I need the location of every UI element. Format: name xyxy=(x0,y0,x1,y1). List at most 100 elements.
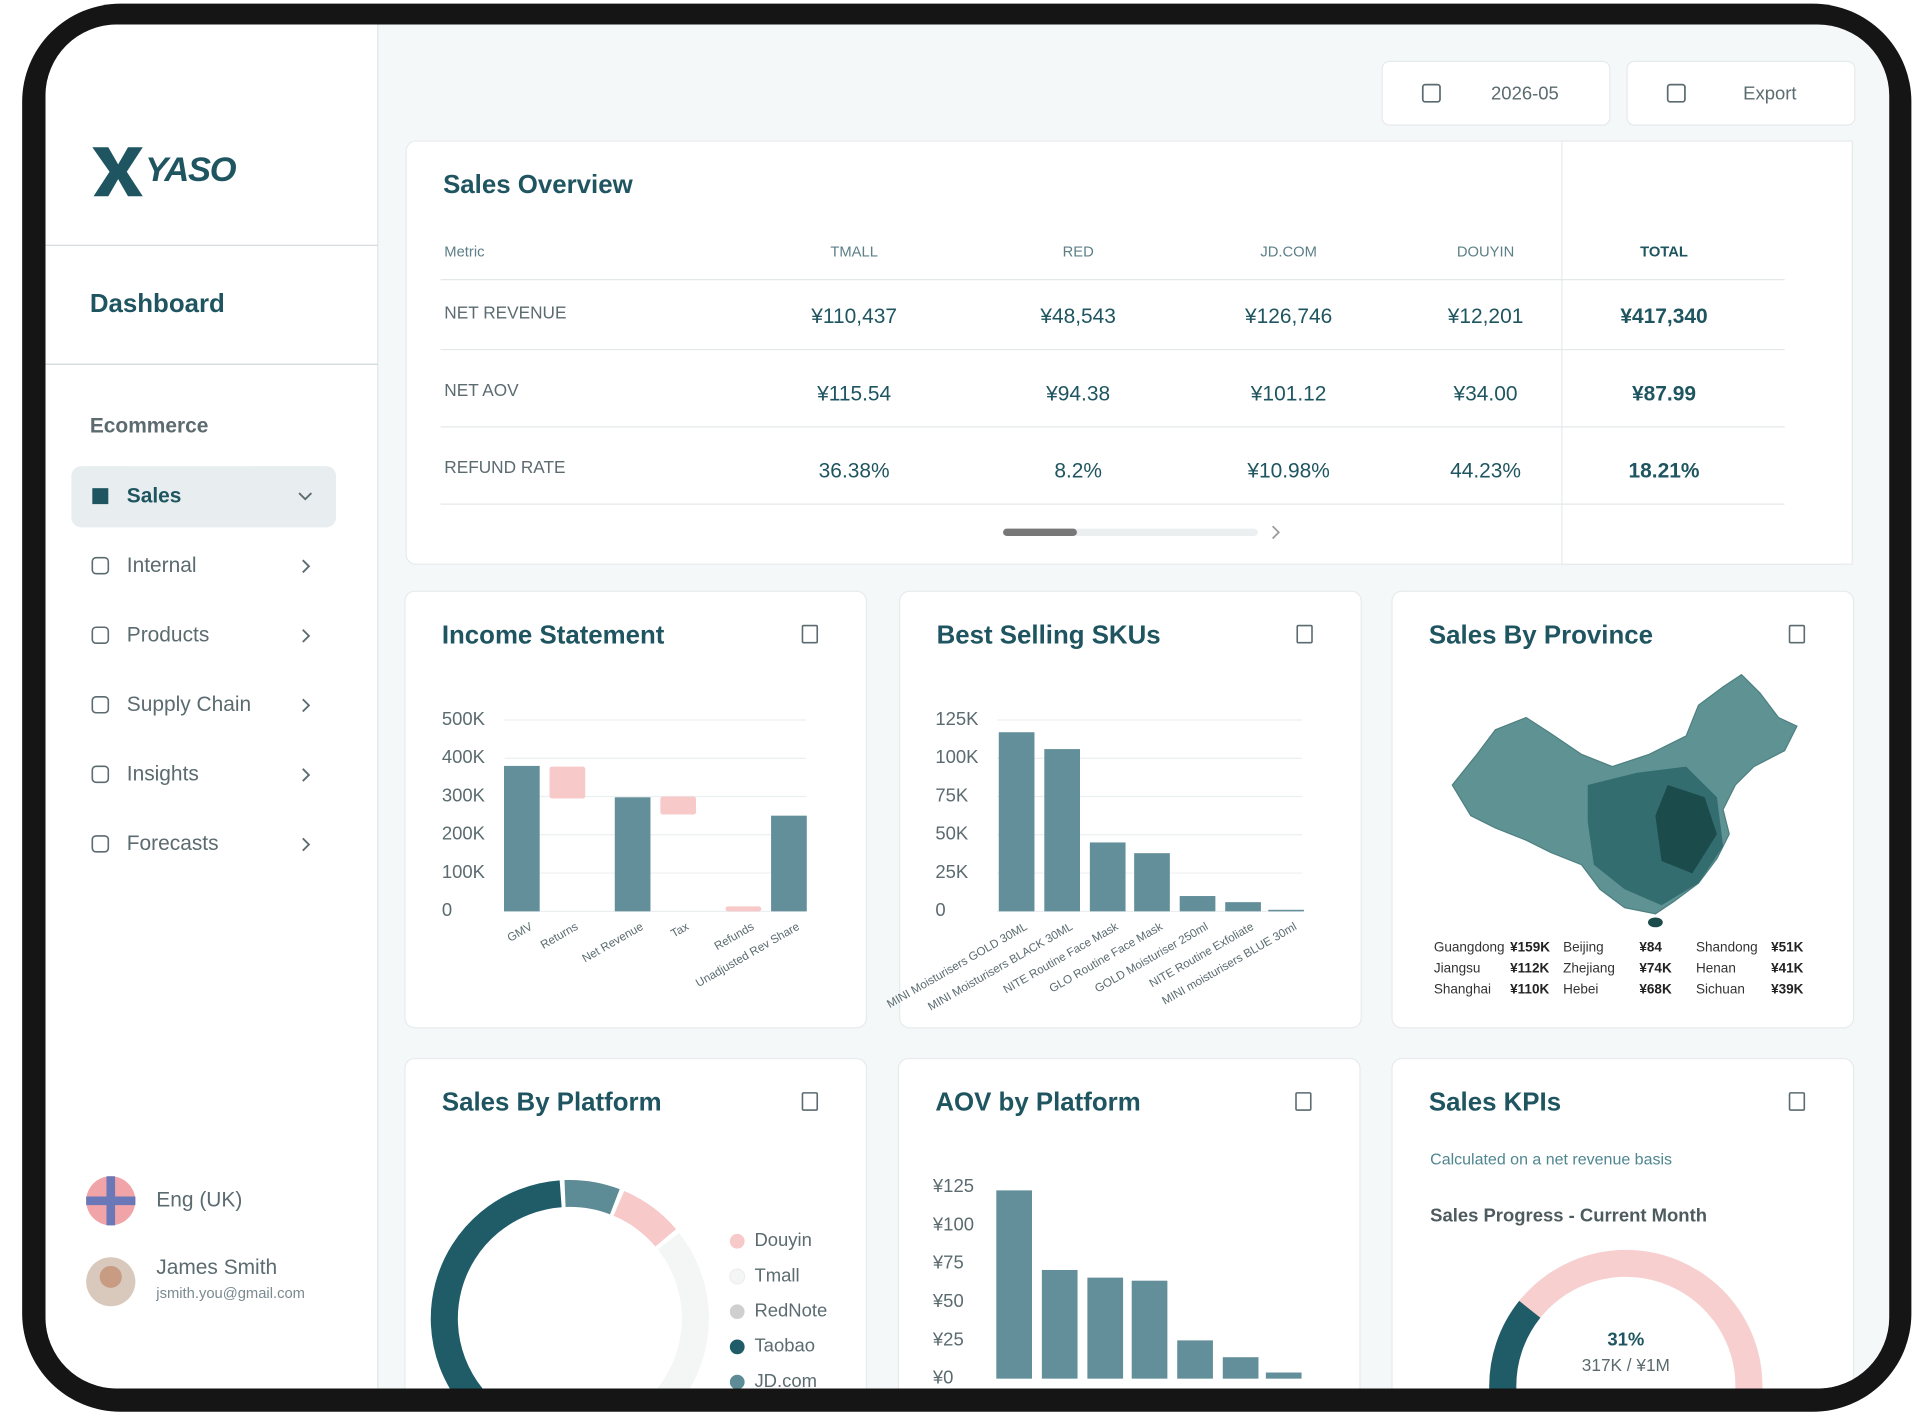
content: YASO Dashboard Ecommerce Sales Internal Produ… xyxy=(45,24,1856,1391)
y-tick-label: ¥125 xyxy=(932,1175,974,1196)
bar xyxy=(614,797,651,912)
y-tick-label: 0 xyxy=(442,899,452,920)
y-tick-label: 300K xyxy=(442,784,486,805)
date-picker[interactable]: 2026-05 xyxy=(1381,60,1611,126)
bar xyxy=(1131,1280,1168,1379)
y-tick-label: 25K xyxy=(935,861,969,882)
logo-mark xyxy=(92,147,143,197)
copy-icon xyxy=(1788,1092,1806,1111)
y-tick-label: 100K xyxy=(935,746,979,767)
copy-icon xyxy=(1295,1092,1312,1111)
bar xyxy=(1222,1357,1259,1379)
chevron xyxy=(302,698,311,713)
cell: 18.21% xyxy=(1629,460,1700,483)
nav-title: Dashboard xyxy=(90,290,225,318)
export-button[interactable]: Export xyxy=(1626,60,1856,126)
card-title: Sales Overview xyxy=(443,171,634,199)
province-name: Shanghai xyxy=(1434,981,1491,996)
y-tick-label: ¥100 xyxy=(932,1213,974,1234)
card-title: Sales By Province xyxy=(1429,621,1653,649)
copy-icon xyxy=(1788,624,1806,644)
row-label: REFUND RATE xyxy=(444,457,565,477)
bar xyxy=(1134,853,1170,912)
scroll-arrow xyxy=(1272,525,1280,540)
cell: ¥34.00 xyxy=(1453,382,1518,405)
chevron xyxy=(302,837,311,852)
province-value: ¥41K xyxy=(1771,961,1804,976)
cell: 8.2% xyxy=(1054,460,1102,483)
card-title: Income Statement xyxy=(442,621,665,649)
province-value: ¥39K xyxy=(1771,981,1804,996)
bar xyxy=(1087,1277,1124,1379)
bar xyxy=(1089,842,1126,912)
cell: ¥126,746 xyxy=(1244,305,1332,328)
y-tick-label: 75K xyxy=(935,784,969,805)
cell: 36.38% xyxy=(819,460,890,483)
legend-dot xyxy=(729,1374,745,1389)
legend-label: RedNote xyxy=(754,1300,827,1321)
column-header: DOUYIN xyxy=(1457,245,1514,261)
gauge-value xyxy=(1489,1300,1549,1389)
range-bar xyxy=(725,906,762,912)
column-header: RED xyxy=(1063,245,1094,261)
column-header: JD.COM xyxy=(1260,245,1317,261)
export-button-bg xyxy=(1626,60,1856,126)
province-name: Jiangsu xyxy=(1434,961,1481,976)
province-name: Henan xyxy=(1696,961,1736,976)
legend-dot xyxy=(729,1339,745,1355)
nav-icon xyxy=(91,835,110,853)
legend-dot xyxy=(729,1304,745,1320)
nav-item: Internal xyxy=(127,554,197,577)
chevron xyxy=(302,559,311,574)
province-name: Hebei xyxy=(1563,981,1598,996)
card-title: Best Selling SKUs xyxy=(937,621,1161,649)
scroll-thumb xyxy=(1003,528,1077,537)
column-header: TOTAL xyxy=(1640,245,1688,261)
bar xyxy=(1225,902,1261,912)
donut-slice xyxy=(430,1180,562,1389)
map-island xyxy=(1648,917,1663,928)
cell: ¥101.12 xyxy=(1250,382,1327,405)
donut-slice xyxy=(564,1180,620,1215)
card-title: AOV by Platform xyxy=(935,1089,1140,1117)
icon xyxy=(1421,83,1441,103)
y-tick-label: 125K xyxy=(935,708,979,729)
y-tick-label: 200K xyxy=(442,823,486,844)
kpi-subtitle: Calculated on a net revenue basis xyxy=(1430,1152,1672,1169)
card xyxy=(404,1057,868,1389)
bar xyxy=(771,815,807,912)
cell: ¥417,340 xyxy=(1620,305,1707,328)
cell: ¥94.38 xyxy=(1045,382,1110,405)
province-value: ¥68K xyxy=(1639,981,1672,996)
nav-icon xyxy=(91,765,110,784)
user-name: James Smith xyxy=(156,1256,277,1279)
y-tick-label: ¥25 xyxy=(932,1328,964,1349)
card-title: Sales KPIs xyxy=(1429,1089,1561,1117)
cell: ¥110,437 xyxy=(810,305,897,328)
legend-label: Tmall xyxy=(754,1264,799,1285)
legend-label: JD.com xyxy=(754,1370,817,1391)
gauge-track xyxy=(1489,1249,1763,1389)
gauge-detail: 317K / ¥1M xyxy=(1582,1355,1670,1375)
export-button-label: Export xyxy=(1743,82,1796,103)
cell: ¥87.99 xyxy=(1632,382,1696,405)
language: Eng (UK) xyxy=(156,1188,242,1211)
donut-slice xyxy=(536,1232,709,1389)
nav-item: Sales xyxy=(127,484,182,507)
cell: ¥115.54 xyxy=(816,382,891,405)
y-tick-label: 0 xyxy=(935,899,945,920)
user-email: jsmith.you@gmail.com xyxy=(155,1286,305,1302)
y-tick-label: 500K xyxy=(442,708,486,729)
nav-icon xyxy=(91,556,110,575)
y-tick-label: ¥0 xyxy=(932,1367,954,1388)
cell: ¥10.98% xyxy=(1246,460,1330,483)
bar xyxy=(1268,909,1304,912)
cell: 44.23% xyxy=(1450,460,1521,483)
nav-active xyxy=(71,466,336,528)
bar xyxy=(1041,1269,1078,1379)
card xyxy=(899,590,1362,1029)
row-label: NET AOV xyxy=(444,380,519,400)
legend-label: Taobao xyxy=(754,1335,815,1356)
province-name: Zhejiang xyxy=(1563,961,1615,976)
nav-icon xyxy=(91,626,110,645)
